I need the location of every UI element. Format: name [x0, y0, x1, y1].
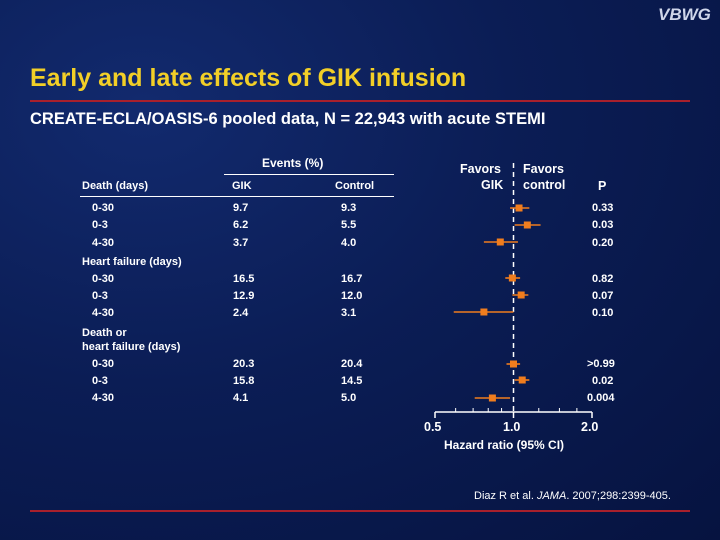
- row-dhf-0-30-p: >0.99: [587, 358, 615, 370]
- hr-marker-2-0: [510, 360, 517, 368]
- events-header-line: [224, 174, 394, 175]
- row-hf-4-30-p: 0.10: [592, 307, 614, 319]
- col-header-death: Death (days): [82, 180, 149, 192]
- row-death-0-3-control: 5.5: [341, 219, 357, 231]
- hr-marker-2-1: [518, 376, 526, 384]
- hr-marker-0-1: [523, 221, 531, 229]
- row-death-4-30-p: 0.20: [592, 237, 614, 249]
- row-hf-0-30-p: 0.82: [592, 273, 614, 285]
- row-dhf-0-3-gik: 15.8: [233, 375, 255, 387]
- favors-gik-line1: Favors: [460, 162, 501, 176]
- row-death-0-3-p: 0.03: [592, 219, 614, 231]
- forest-marks: [453, 204, 541, 402]
- citation-authors: Diaz R et al.: [474, 490, 537, 502]
- row-death-0-3-period: 0-3: [92, 219, 108, 231]
- hr-marker-2-2: [488, 394, 496, 402]
- col-header-gik: GIK: [232, 180, 252, 192]
- row-hf-4-30-control: 3.1: [341, 307, 357, 319]
- row-hf-0-3-p: 0.07: [592, 290, 614, 302]
- citation: Diaz R et al. JAMA. 2007;298:2399-405.: [474, 490, 671, 502]
- row-death-4-30-period: 4-30: [92, 237, 115, 249]
- row-hf-0-3-gik: 12.9: [233, 290, 255, 302]
- row-hf-0-30-control: 16.7: [341, 273, 363, 285]
- hr-marker-0-2: [496, 238, 504, 246]
- hr-marker-0-0: [515, 204, 523, 212]
- group-death-or-hf-label-line1: Death or: [82, 327, 127, 339]
- hr-marker-1-1: [517, 291, 525, 299]
- row-death-0-30-p: 0.33: [592, 202, 614, 214]
- row-dhf-0-3-control: 14.5: [341, 375, 363, 387]
- row-dhf-0-3-p: 0.02: [592, 375, 614, 387]
- p-header: P: [598, 179, 607, 193]
- row-hf-0-30-period: 0-30: [92, 273, 115, 285]
- favors-gik-label: Favors: [460, 161, 501, 177]
- citation-journal: JAMA: [536, 490, 567, 502]
- row-death-0-3-gik: 6.2: [233, 219, 249, 231]
- row-dhf-0-30-period: 0-30: [92, 358, 115, 370]
- row-death-0-30-gik: 9.7: [233, 202, 249, 214]
- slide-subtitle: CREATE-ECLA/OASIS-6 pooled data, N = 22,…: [30, 110, 546, 128]
- row-hf-4-30-period: 4-30: [92, 307, 115, 319]
- citation-details: . 2007;298:2399-405.: [566, 490, 671, 502]
- x-tick-label-0.5: 0.5: [424, 420, 442, 434]
- row-dhf-0-30-control: 20.4: [341, 358, 363, 370]
- row-dhf-4-30-gik: 4.1: [233, 392, 249, 404]
- col-header-control: Control: [335, 180, 375, 192]
- x-tick-label-1.0: 1.0: [503, 420, 521, 434]
- hr-marker-1-0: [508, 274, 516, 282]
- title-rule: [30, 100, 690, 102]
- row-death-4-30-gik: 3.7: [233, 237, 249, 249]
- favors-control-line1: Favors: [523, 162, 564, 176]
- x-tick-label-2.0: 2.0: [581, 420, 599, 434]
- row-dhf-4-30-period: 4-30: [92, 392, 115, 404]
- row-dhf-0-3-period: 0-3: [92, 375, 108, 387]
- row-death-4-30-control: 4.0: [341, 237, 357, 249]
- row-dhf-4-30-p: 0.004: [587, 392, 615, 404]
- row-death-0-30-period: 0-30: [92, 202, 115, 214]
- slide-title: Early and late effects of GIK infusion: [30, 64, 467, 92]
- group-death-or-hf-label-line2: heart failure (days): [82, 341, 181, 353]
- row-dhf-4-30-control: 5.0: [341, 392, 357, 404]
- x-axis: [434, 408, 593, 418]
- col-header-line: [80, 196, 394, 197]
- favors-gik-line2: GIK: [481, 178, 504, 192]
- row-death-0-30-control: 9.3: [341, 202, 357, 214]
- row-hf-4-30-gik: 2.4: [233, 307, 249, 319]
- events-header: Events (%): [262, 156, 324, 170]
- footer-rule: [30, 510, 690, 512]
- row-dhf-0-30-gik: 20.3: [233, 358, 255, 370]
- hr-marker-1-2: [480, 308, 488, 316]
- row-hf-0-3-control: 12.0: [341, 290, 363, 302]
- row-hf-0-30-gik: 16.5: [233, 273, 255, 285]
- x-axis-label: Hazard ratio (95% CI): [444, 438, 565, 452]
- vbwg-logo: VBWG: [658, 5, 711, 24]
- favors-control-line2: control: [523, 178, 566, 192]
- group-heart-failure-label: Heart failure (days): [82, 256, 182, 268]
- row-hf-0-3-period: 0-3: [92, 290, 108, 302]
